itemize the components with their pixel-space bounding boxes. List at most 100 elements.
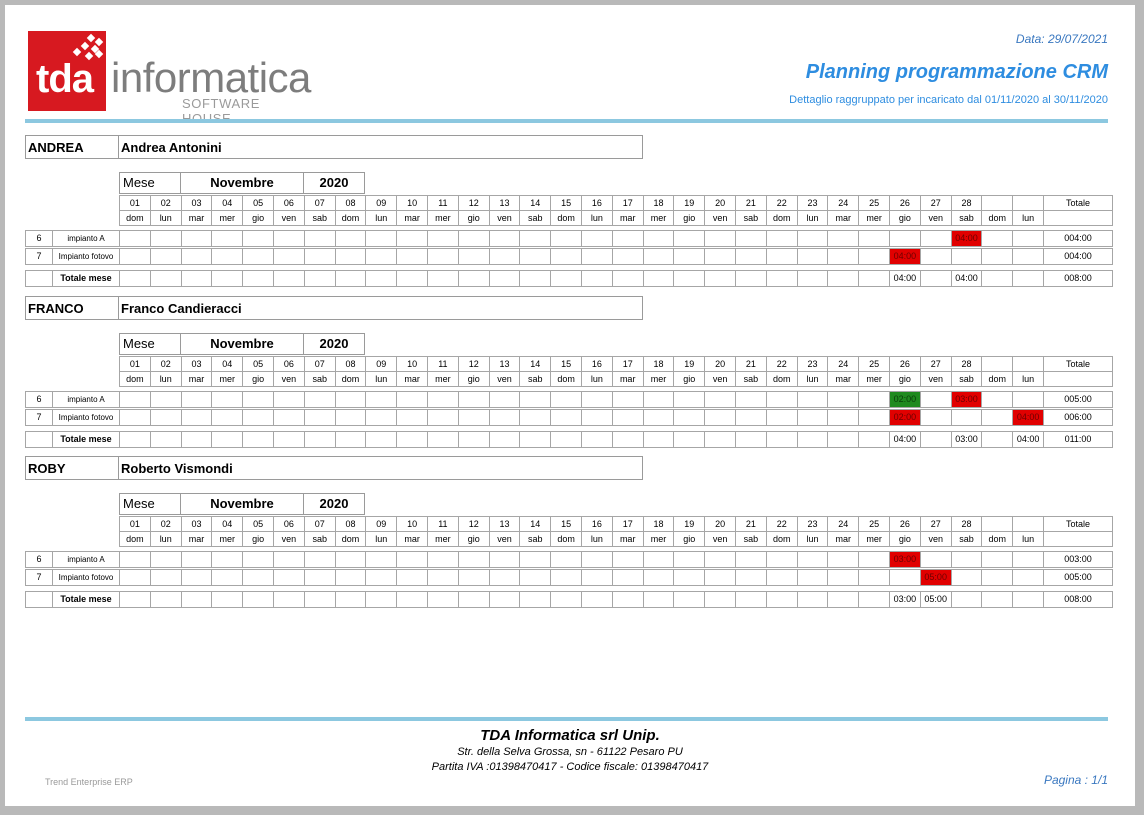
day-number-cell: 03 xyxy=(180,195,213,211)
empty-day-cell xyxy=(273,409,305,426)
empty-day-cell xyxy=(858,409,890,426)
empty-day-cell xyxy=(149,248,182,265)
empty-day-cell xyxy=(796,248,829,265)
empty-day-cell xyxy=(765,391,798,408)
grand-total-cell: 011:00 xyxy=(1043,431,1113,448)
empty-day-cell xyxy=(950,248,983,265)
month-label: Mese xyxy=(119,333,181,355)
planned-hours-cell: 04:00 xyxy=(889,248,921,265)
empty-total-cell xyxy=(581,270,613,287)
empty-total-cell xyxy=(919,431,952,448)
empty-day-cell xyxy=(457,409,490,426)
empty-day-cell xyxy=(642,551,675,568)
planned-hours-cell: 03:00 xyxy=(950,391,983,408)
weekday-cell: sab xyxy=(519,371,552,387)
day-number-cell: 13 xyxy=(488,356,521,372)
empty-total-cell xyxy=(457,431,490,448)
weekday-cell: mar xyxy=(396,531,428,547)
empty-day-cell xyxy=(365,409,398,426)
empty-total-cell xyxy=(242,270,274,287)
empty-day-cell xyxy=(427,551,459,568)
total-header-cell: Totale xyxy=(1043,356,1113,372)
report-date: Data: 29/07/2021 xyxy=(1015,32,1108,46)
weekday-cell: lun xyxy=(796,371,829,387)
empty-day-cell xyxy=(211,409,244,426)
day-number-cell: 18 xyxy=(642,516,675,532)
row-activity-label: Impianto fotovo xyxy=(52,248,120,265)
empty-total-cell xyxy=(365,270,398,287)
empty-day-cell xyxy=(704,248,736,265)
empty-day-cell xyxy=(796,409,829,426)
weekday-cell: lun xyxy=(581,531,613,547)
empty-total-cell xyxy=(149,431,182,448)
empty-day-cell xyxy=(765,248,798,265)
empty-total-cell xyxy=(765,591,798,608)
row-number-cell: 6 xyxy=(25,391,53,408)
weekday-cell: gio xyxy=(673,210,706,226)
empty-day-cell xyxy=(673,391,706,408)
report-page: tda informatica SOFTWARE HOUSE Data: 29/… xyxy=(5,5,1135,806)
day-number-cell: 13 xyxy=(488,516,521,532)
weekday-cell: ven xyxy=(919,531,952,547)
empty-total-cell xyxy=(858,270,890,287)
empty-day-cell xyxy=(211,230,244,247)
empty-day-cell xyxy=(273,391,305,408)
empty-day-cell xyxy=(334,230,367,247)
empty-day-cell xyxy=(119,391,151,408)
person-header: ROBY Roberto Vismondi xyxy=(25,456,643,480)
weekday-cell: ven xyxy=(488,210,521,226)
empty-total-cell xyxy=(735,270,767,287)
day-number-cell xyxy=(981,516,1014,532)
weekday-cell: mer xyxy=(858,531,890,547)
weekday-cell: mer xyxy=(427,210,459,226)
day-number-cell: 07 xyxy=(303,195,336,211)
empty-day-cell xyxy=(519,569,552,586)
empty-day-cell xyxy=(611,551,644,568)
empty-total-cell xyxy=(303,270,336,287)
empty-day-cell xyxy=(950,409,983,426)
empty-total-cell xyxy=(427,591,459,608)
footer-rule xyxy=(25,717,1108,721)
weekday-cell: lun xyxy=(796,531,829,547)
empty-day-cell xyxy=(180,551,213,568)
weekday-cell: lun xyxy=(1012,210,1044,226)
empty-total-cell xyxy=(919,270,952,287)
empty-day-cell xyxy=(950,569,983,586)
empty-day-cell xyxy=(550,230,582,247)
empty-day-cell xyxy=(519,409,552,426)
weekday-cell: mer xyxy=(642,371,675,387)
day-number-cell: 11 xyxy=(427,195,459,211)
empty-total-cell xyxy=(642,270,675,287)
empty-day-cell xyxy=(858,551,890,568)
empty-total-cell xyxy=(396,431,428,448)
empty-day-cell xyxy=(457,569,490,586)
row-number-cell: 7 xyxy=(25,409,53,426)
weekday-cell: mar xyxy=(827,210,860,226)
day-total-cell: 04:00 xyxy=(889,431,921,448)
empty-total-cell xyxy=(242,591,274,608)
grand-total-cell: 008:00 xyxy=(1043,270,1113,287)
empty-day-cell xyxy=(581,230,613,247)
day-number-cell: 14 xyxy=(519,516,552,532)
empty-total-cell xyxy=(796,270,829,287)
empty-total-cell xyxy=(488,591,521,608)
day-number-cell: 13 xyxy=(488,195,521,211)
empty-day-cell xyxy=(211,248,244,265)
weekday-cell: dom xyxy=(334,371,367,387)
empty-total-cell xyxy=(827,591,860,608)
empty-day-cell xyxy=(457,248,490,265)
empty-day-cell xyxy=(765,409,798,426)
empty-day-cell xyxy=(180,391,213,408)
empty-total-cell xyxy=(950,591,983,608)
day-total-cell: 04:00 xyxy=(1012,431,1044,448)
report-subtitle: Dettaglio raggruppato per incaricato dal… xyxy=(789,94,1108,106)
empty-day-cell xyxy=(119,248,151,265)
person-code: FRANCO xyxy=(28,301,84,316)
empty-day-cell xyxy=(765,551,798,568)
day-number-cell: 04 xyxy=(211,356,244,372)
empty-day-cell xyxy=(273,569,305,586)
day-number-cell: 04 xyxy=(211,195,244,211)
footer-erp: Trend Enterprise ERP xyxy=(45,777,133,787)
empty-day-cell xyxy=(735,551,767,568)
day-number-cell: 02 xyxy=(149,195,182,211)
